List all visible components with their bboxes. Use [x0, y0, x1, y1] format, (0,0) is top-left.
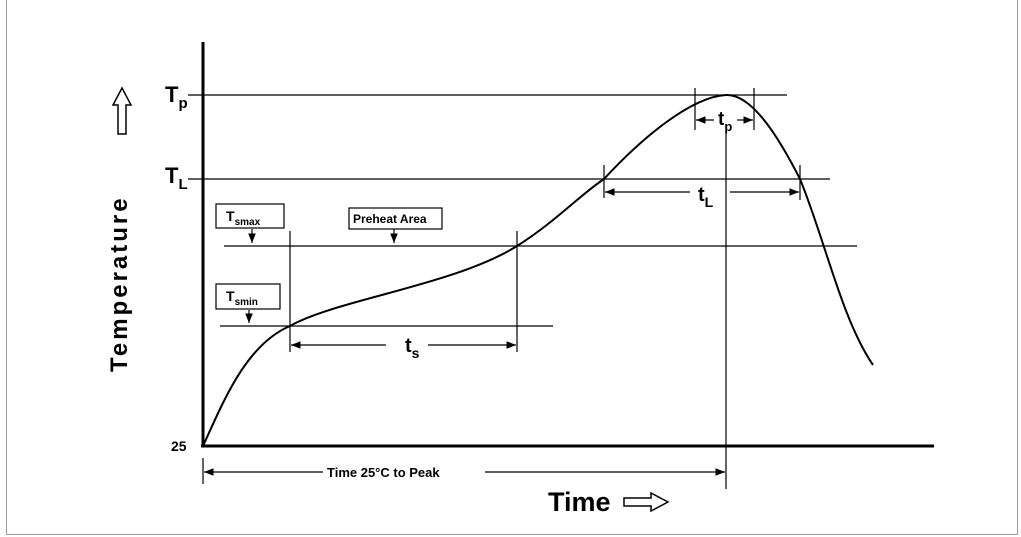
y-axis-label: Temperature	[106, 195, 133, 372]
tl-interval-label: tL	[698, 184, 714, 210]
x-axis-label: Time	[548, 487, 611, 517]
tl-level-label: TL	[165, 163, 188, 193]
tp-interval-label: tp	[718, 109, 732, 134]
to-peak-label: Time 25°C to Peak	[327, 465, 440, 480]
ts-label: ts	[405, 335, 420, 361]
tp-level-label: Tp	[165, 82, 188, 112]
up-arrow-icon	[113, 88, 131, 134]
preheat-label: Preheat Area	[353, 212, 427, 226]
origin-label: 25	[171, 438, 187, 454]
temperature-profile-curve	[203, 95, 873, 446]
right-arrow-icon	[624, 493, 668, 511]
